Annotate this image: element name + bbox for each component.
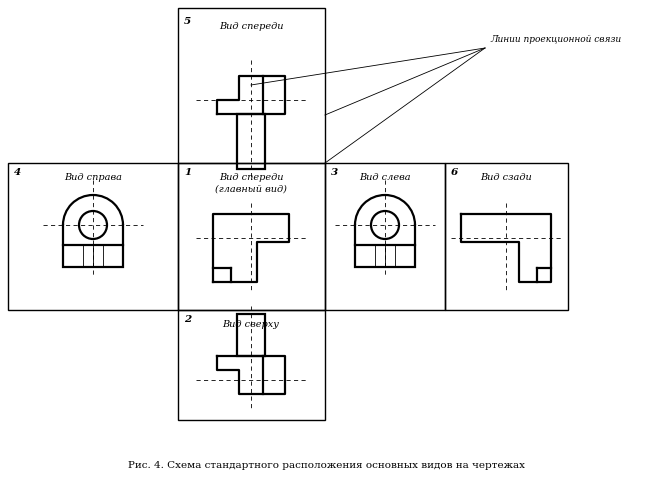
Bar <box>178 163 325 310</box>
Bar <box>8 163 178 310</box>
Text: 2: 2 <box>184 315 191 324</box>
Bar <box>178 8 325 163</box>
Text: Вид сверху: Вид сверху <box>223 320 279 329</box>
Bar <box>237 114 265 169</box>
Text: Вид справа: Вид справа <box>64 173 122 182</box>
Bar <box>445 163 568 310</box>
Text: 5: 5 <box>184 17 191 26</box>
Text: Линии проекционной связи: Линии проекционной связи <box>490 35 621 44</box>
Bar <box>325 163 445 310</box>
Text: Вид слева: Вид слева <box>359 173 411 182</box>
Text: 6: 6 <box>451 168 458 177</box>
Text: 1: 1 <box>184 168 191 177</box>
Text: Рис. 4. Схема стандартного расположения основных видов на чертежах: Рис. 4. Схема стандартного расположения … <box>128 461 525 470</box>
Bar <box>63 245 123 267</box>
Bar <box>237 314 265 356</box>
Text: Вид спереди
(главный вид): Вид спереди (главный вид) <box>215 173 287 193</box>
Text: Вид спереди: Вид спереди <box>219 22 283 31</box>
Text: Вид сзади: Вид сзади <box>480 173 532 182</box>
Bar <box>178 310 325 420</box>
Bar <box>355 245 415 267</box>
Text: 3: 3 <box>331 168 338 177</box>
Text: 4: 4 <box>14 168 22 177</box>
